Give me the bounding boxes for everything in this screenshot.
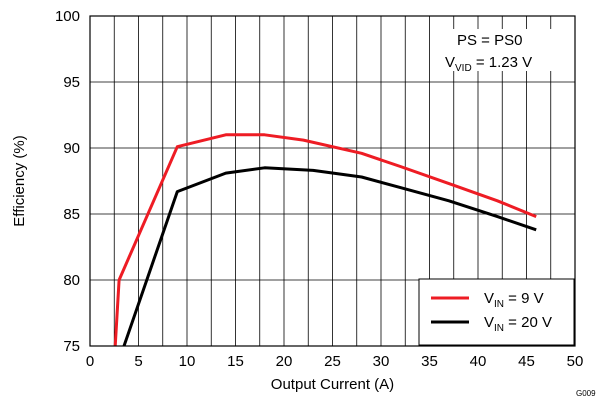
x-tick-label: 10	[179, 353, 196, 370]
y-tick-label: 100	[55, 8, 80, 25]
annotation-vid-label: VVID = 1.23 V	[445, 54, 532, 74]
x-tick-label: 5	[134, 353, 142, 370]
x-tick-label: 35	[421, 353, 438, 370]
series-lines	[113, 133, 537, 347]
y-tick-label: 90	[63, 140, 80, 157]
x-tick-label: 0	[86, 353, 94, 370]
series-line-vin-9v	[113, 133, 537, 347]
plot-area-frame	[89, 15, 576, 347]
x-tick-label: 25	[324, 353, 341, 370]
y-axis-title: Efficiency (%)	[11, 135, 28, 226]
y-tick-label: 85	[63, 206, 80, 223]
x-tick-label: 30	[373, 353, 390, 370]
y-tick-label: 80	[63, 272, 80, 289]
x-tick-label: 15	[227, 353, 244, 370]
series-line-vin-20v	[122, 166, 537, 347]
legend: VIN = 9 V VIN = 20 V	[418, 278, 575, 346]
y-tick-label: 75	[63, 338, 80, 355]
y-tick-label: 95	[63, 74, 80, 91]
figure-id: G009	[576, 389, 596, 398]
tick-labels: 0 5 10 15 20 25 30 35 40 45 50 75 80 85 90 95 100	[55, 8, 583, 370]
x-tick-label: 40	[470, 353, 487, 370]
legend-box	[418, 278, 575, 346]
x-tick-label: 45	[518, 353, 535, 370]
legend-label-vin-9v: VIN = 9 V	[484, 290, 544, 310]
x-tick-label: 50	[567, 353, 584, 370]
legend-label-vin-20v: VIN = 20 V	[484, 314, 552, 334]
x-tick-label: 20	[276, 353, 293, 370]
condition-annotation: PS = PS0 VVID = 1.23 V	[444, 29, 572, 74]
x-axis-title: Output Current (A)	[271, 376, 394, 393]
annotation-ps-label: PS = PS0	[457, 32, 522, 49]
